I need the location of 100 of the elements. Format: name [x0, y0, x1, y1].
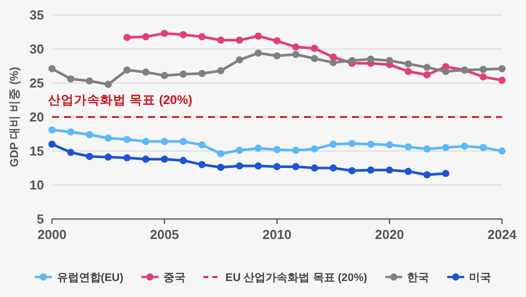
- point: [273, 52, 281, 60]
- point: [104, 134, 112, 142]
- point: [292, 163, 300, 170]
- x-tick-label: 2010: [262, 227, 292, 242]
- y-axis-title: GDP 대비 비중 (%): [8, 66, 21, 168]
- point: [217, 36, 224, 44]
- point: [142, 33, 150, 40]
- point: [423, 145, 431, 153]
- legend-label: 한국: [407, 272, 430, 284]
- point: [292, 50, 300, 58]
- point: [292, 146, 300, 154]
- point: [310, 145, 318, 153]
- point: [180, 138, 187, 146]
- point: [142, 68, 150, 76]
- point: [123, 34, 131, 42]
- x-tick-label: 2000: [38, 227, 66, 242]
- legend-label: 유럽연합(EU): [56, 272, 124, 284]
- point: [292, 43, 300, 51]
- point: [254, 162, 262, 170]
- point: [104, 154, 112, 161]
- point: [142, 156, 150, 163]
- x-tick-label: 2024: [488, 227, 518, 242]
- point: [180, 156, 187, 164]
- point: [367, 56, 374, 63]
- point: [386, 141, 394, 148]
- point: [217, 150, 224, 158]
- point: [123, 66, 131, 74]
- point: [123, 136, 131, 144]
- point: [67, 148, 74, 156]
- point: [330, 140, 337, 148]
- x-tick-label: 2005: [150, 227, 179, 242]
- point: [442, 144, 450, 152]
- point: [348, 167, 356, 174]
- point: [48, 126, 56, 134]
- point: [367, 166, 374, 174]
- y-tick-label: 35: [30, 8, 44, 22]
- x-tick-label: 2020: [375, 227, 404, 242]
- point: [386, 166, 394, 174]
- point: [423, 71, 431, 78]
- point: [460, 142, 468, 150]
- point: [160, 30, 168, 37]
- point: [198, 141, 206, 148]
- y-tick-label: 30: [30, 42, 44, 56]
- point: [423, 171, 431, 178]
- point: [404, 68, 412, 76]
- y-tick-label: 25: [30, 76, 44, 90]
- point: [348, 56, 356, 64]
- point: [86, 131, 94, 138]
- point: [367, 140, 374, 148]
- point: [273, 146, 281, 154]
- point: [48, 65, 56, 72]
- point: [310, 44, 318, 52]
- point: [123, 154, 131, 162]
- point: [217, 67, 224, 74]
- point: [310, 54, 318, 62]
- y-tick-label: 5: [36, 212, 44, 226]
- point: [498, 147, 506, 155]
- point: [254, 144, 262, 152]
- point: [273, 163, 281, 170]
- point: [236, 36, 244, 44]
- point: [480, 66, 487, 73]
- point: [404, 168, 412, 175]
- y-tick-label: 20: [30, 110, 44, 124]
- point: [348, 140, 356, 148]
- point: [310, 164, 318, 172]
- point: [442, 170, 450, 178]
- point: [404, 60, 412, 68]
- point: [142, 138, 150, 146]
- point: [180, 31, 187, 38]
- point: [160, 72, 168, 80]
- legend-label: 미국: [469, 272, 492, 284]
- point: [67, 128, 74, 136]
- point: [67, 75, 74, 83]
- point: [160, 138, 168, 146]
- point: [386, 56, 394, 64]
- point: [236, 146, 244, 154]
- y-tick-label: 10: [30, 178, 44, 192]
- point: [160, 156, 168, 163]
- point: [480, 73, 487, 80]
- point: [198, 70, 206, 78]
- point: [273, 37, 281, 44]
- point: [480, 144, 487, 152]
- point: [104, 80, 112, 88]
- point: [404, 143, 412, 151]
- annotation: 산업가속화법 목표 (20%): [48, 93, 192, 107]
- point: [86, 77, 94, 85]
- y-tick-label: 15: [30, 144, 44, 158]
- legend-label: EU 산업가속화법 목표 (20%): [225, 272, 368, 284]
- point: [86, 152, 94, 160]
- point: [198, 33, 206, 40]
- point: [180, 70, 187, 78]
- point: [442, 68, 450, 76]
- point: [254, 32, 262, 40]
- point: [48, 140, 56, 148]
- point: [330, 59, 337, 66]
- point: [236, 162, 244, 170]
- legend-label: 중국: [163, 272, 186, 284]
- point: [498, 76, 506, 84]
- point: [217, 164, 224, 171]
- point: [198, 161, 206, 168]
